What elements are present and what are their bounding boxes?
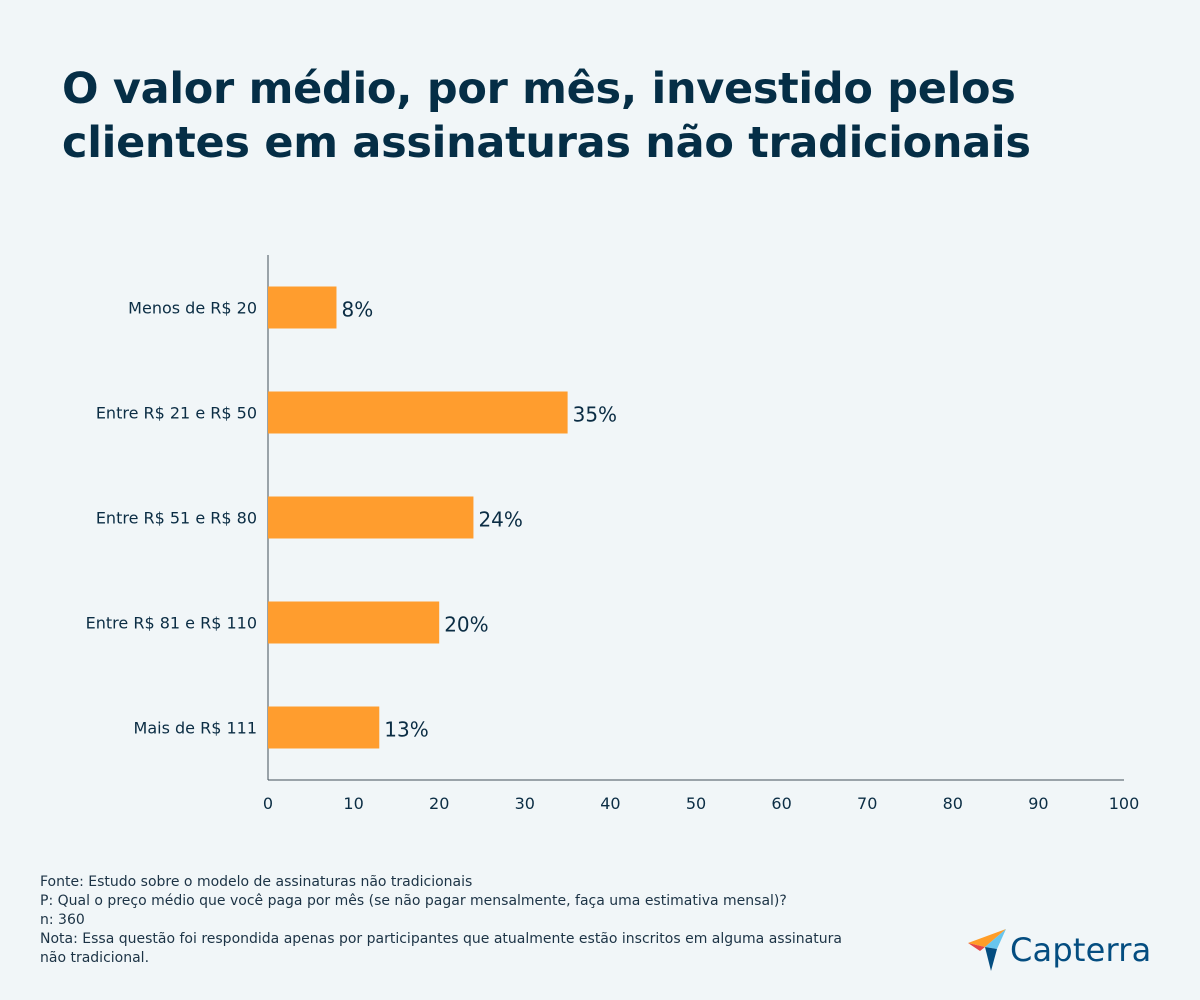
footer-source: Fonte: Estudo sobre o modelo de assinatu… — [40, 874, 473, 890]
category-label: Entre R$ 81 e R$ 110 — [86, 614, 257, 633]
x-tick-label: 40 — [600, 794, 620, 813]
x-tick-label: 10 — [343, 794, 363, 813]
capterra-logo-icon — [968, 929, 1006, 971]
bar — [268, 286, 337, 329]
capterra-logo: Capterra — [966, 926, 1151, 974]
category-label: Entre R$ 21 e R$ 50 — [96, 404, 257, 423]
x-tick-label: 60 — [771, 794, 791, 813]
chart-title: O valor médio, por mês, investido pelos … — [62, 64, 1031, 168]
category-label: Entre R$ 51 e R$ 80 — [96, 509, 257, 528]
footer-question: P: Qual o preço médio que você paga por … — [40, 893, 787, 909]
bar — [268, 496, 474, 539]
bar — [268, 601, 440, 644]
x-tick-label: 80 — [943, 794, 963, 813]
footer-note-cont: não tradicional. — [40, 950, 150, 966]
data-label: 24% — [478, 508, 522, 532]
category-label: Menos de R$ 20 — [128, 299, 257, 318]
capterra-logo-text: Capterra — [1010, 931, 1152, 969]
data-label: 8% — [341, 298, 373, 322]
x-tick-label: 50 — [686, 794, 706, 813]
x-tick-label: 90 — [1028, 794, 1048, 813]
footer-note: Nota: Essa questão foi respondida apenas… — [40, 931, 842, 947]
footer-sample: n: 360 — [40, 912, 85, 928]
x-tick-label: 0 — [263, 794, 273, 813]
data-label: 20% — [444, 613, 488, 637]
x-tick-label: 70 — [857, 794, 877, 813]
category-label: Mais de R$ 111 — [134, 719, 257, 738]
x-tick-label: 100 — [1109, 794, 1140, 813]
data-label: 13% — [384, 718, 428, 742]
bar — [268, 706, 380, 749]
bar-chart: Menos de R$ 20 8% Entre R$ 21 e R$ 50 35% En… — [86, 255, 1140, 813]
chart-footer: Fonte: Estudo sobre o modelo de assinatu… — [40, 873, 920, 968]
bar — [268, 391, 568, 434]
x-tick-label: 30 — [515, 794, 535, 813]
data-label: 35% — [573, 403, 617, 427]
x-tick-label: 20 — [429, 794, 449, 813]
